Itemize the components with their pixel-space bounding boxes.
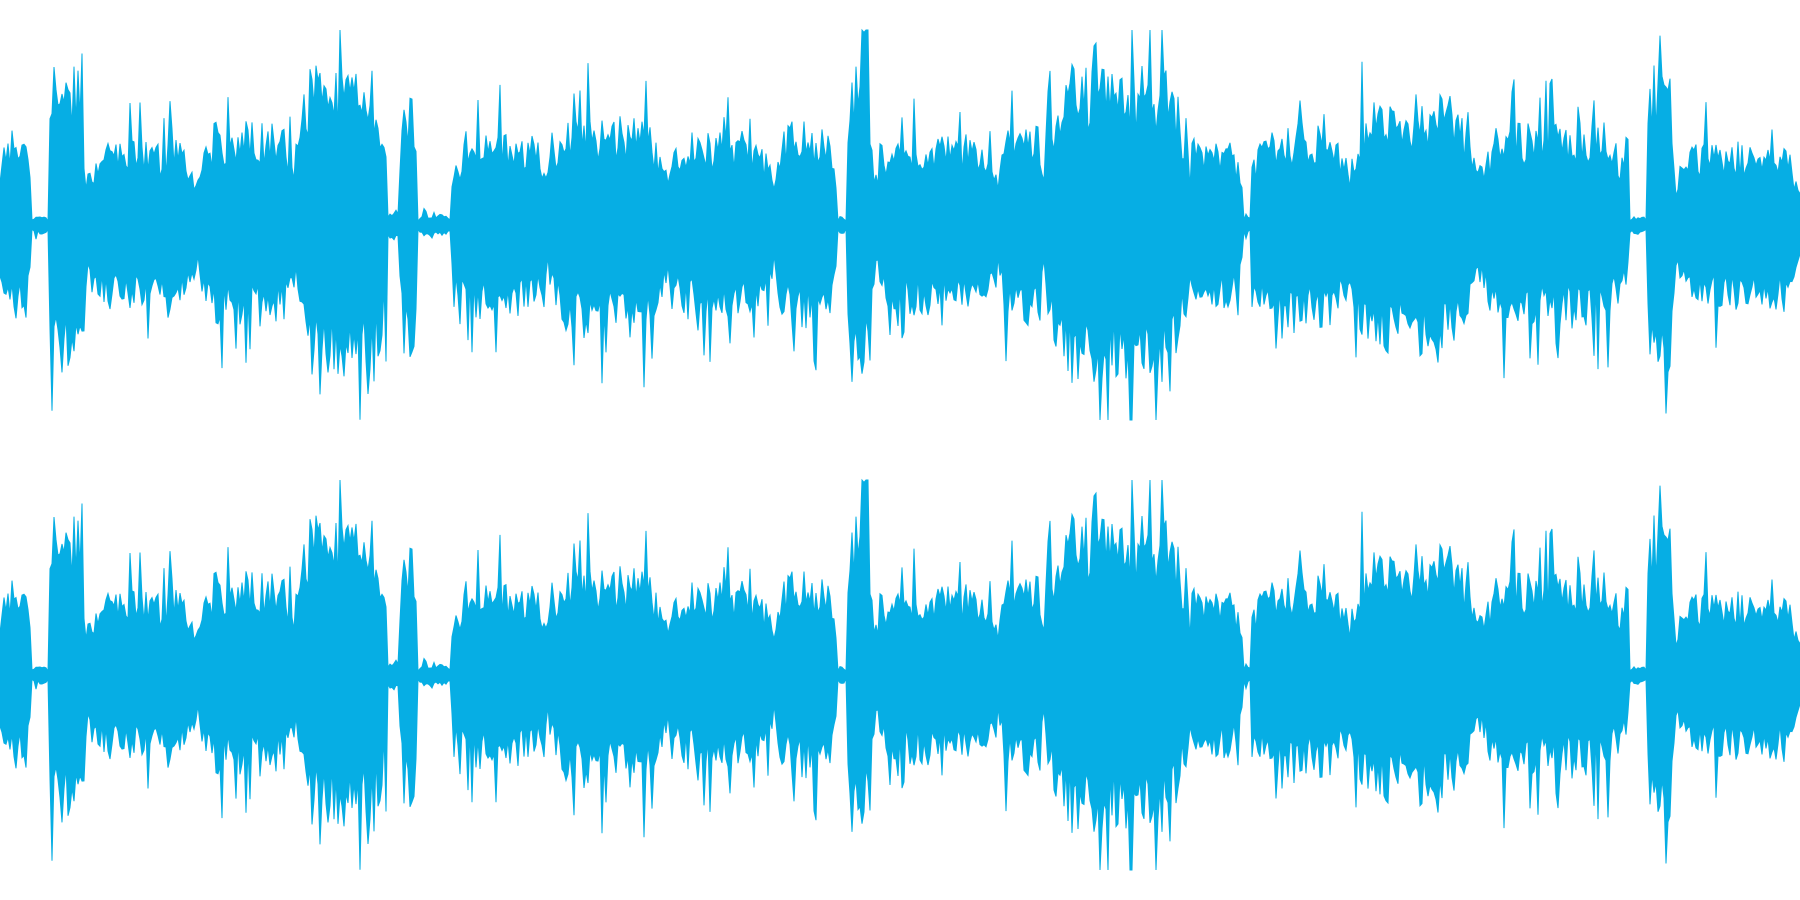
waveform-channel-2-envelope <box>0 478 1800 871</box>
waveform-channel-1-plot <box>0 28 1800 421</box>
waveform-channel-2[interactable] <box>0 450 1800 900</box>
waveform-channel-1[interactable] <box>0 0 1800 450</box>
waveform-channel-2-plot <box>0 478 1800 871</box>
waveform-channel-1-envelope <box>0 28 1800 421</box>
